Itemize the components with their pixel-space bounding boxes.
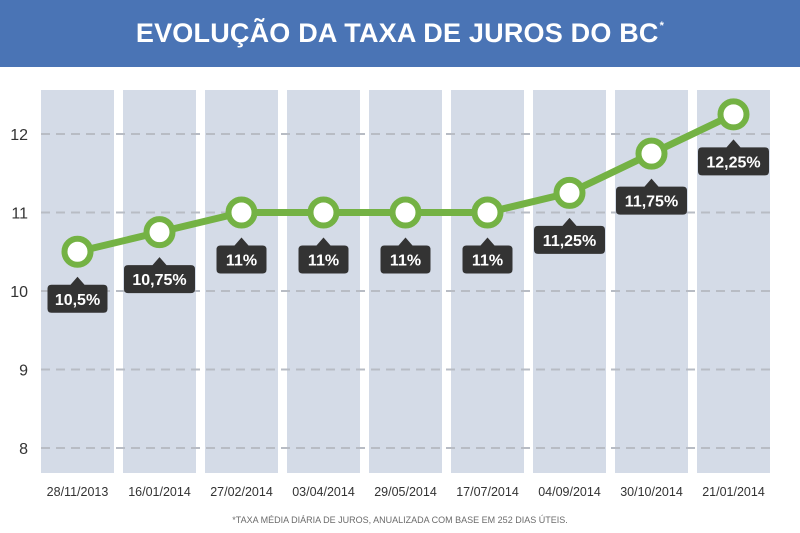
data-label: 11%	[390, 253, 421, 270]
x-tick-label: 28/11/2013	[47, 485, 109, 499]
data-label-box	[124, 257, 195, 294]
data-label-box	[298, 237, 349, 274]
data-label-box	[616, 178, 687, 215]
data-point	[143, 216, 176, 249]
data-point	[61, 235, 94, 268]
data-label: 11%	[472, 253, 503, 270]
data-label: 11,75%	[625, 194, 678, 211]
data-point	[307, 196, 340, 229]
data-label-box	[47, 276, 108, 313]
line-chart: 8 9 10 11 12 28/11/2013 16/01/2014 27/02/2014 03…	[10, 90, 770, 499]
column-band	[451, 90, 524, 473]
x-tick-label: 29/05/2014	[374, 485, 437, 499]
data-label: 11%	[308, 253, 339, 270]
data-label-box	[698, 139, 769, 176]
data-label-box	[216, 237, 267, 274]
x-tick-label: 03/04/2014	[292, 485, 355, 499]
data-label-box	[462, 237, 513, 274]
x-tick-label: 21/01/2014	[702, 485, 765, 499]
x-tick-label: 17/07/2014	[456, 485, 519, 499]
title-banner: EVOLUÇÃO DA TAXA DE JUROS DO BC*	[0, 0, 800, 67]
y-tick-label: 8	[19, 441, 28, 458]
data-point	[471, 196, 504, 229]
data-label: 12,25%	[706, 154, 760, 171]
data-label-box	[534, 217, 605, 254]
chart-title: EVOLUÇÃO DA TAXA DE JUROS DO BC*	[136, 18, 664, 49]
column-band	[533, 90, 606, 473]
data-label-box	[380, 237, 431, 274]
x-tick-label: 16/01/2014	[128, 485, 191, 499]
data-label: 10,75%	[132, 272, 186, 289]
y-tick-label: 10	[10, 284, 28, 301]
chart-title-text: EVOLUÇÃO DA TAXA DE JUROS DO BC	[135, 18, 659, 48]
data-point	[389, 196, 422, 229]
data-point	[717, 98, 750, 131]
x-tick-label: 30/10/2014	[620, 485, 683, 499]
data-label: 10,5%	[55, 292, 100, 309]
column-band	[287, 90, 360, 473]
y-tick-label: 12	[10, 127, 28, 144]
data-label: 11%	[226, 253, 257, 270]
data-point	[635, 137, 668, 170]
column-band	[369, 90, 442, 473]
x-tick-label: 04/09/2014	[538, 485, 601, 499]
x-tick-label: 27/02/2014	[210, 485, 273, 499]
y-tick-label: 9	[19, 363, 28, 380]
data-label: 11,25%	[543, 233, 596, 250]
title-footnote-mark: *	[659, 20, 665, 32]
y-tick-label: 11	[11, 206, 28, 223]
data-point	[225, 196, 258, 229]
column-band	[205, 90, 278, 473]
footnote: *TAXA MÉDIA DIÁRIA DE JUROS, ANUALIZADA …	[232, 515, 568, 525]
data-point	[553, 176, 586, 209]
